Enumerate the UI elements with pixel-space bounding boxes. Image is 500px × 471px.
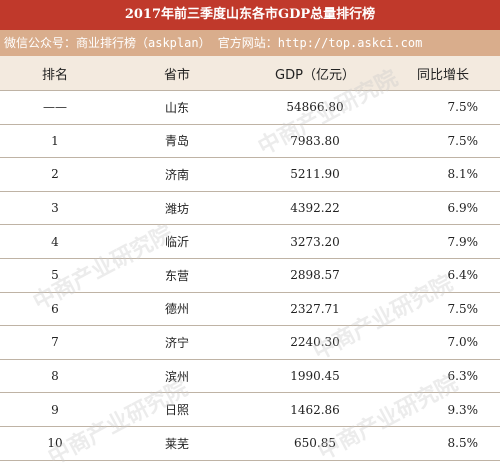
cell-city: 临沂 [164, 235, 189, 250]
cell-city: 莱芜 [164, 436, 189, 451]
cell-gdp: 2240.30 [290, 335, 340, 350]
table-body: —— 山东 54866.80 7.5% 1 青岛 7983.80 7.5% 2 … [0, 91, 500, 461]
cell-gdp: 3273.20 [290, 234, 340, 249]
cell-growth: 6.4% [447, 268, 479, 283]
cell-rank: 7 [51, 335, 59, 350]
cell-growth: 7.5% [447, 301, 479, 316]
cell-rank: 4 [51, 234, 59, 249]
cell-rank: 8 [51, 369, 59, 384]
table-subtitle: 微信公众号：商业排行榜（askplan） 官方网站：http://top.ask… [0, 30, 500, 56]
cell-gdp: 650.85 [294, 436, 336, 451]
cell-growth: 7.5% [447, 133, 479, 148]
cell-growth: 8.5% [447, 436, 479, 451]
cell-city: 德州 [164, 302, 189, 317]
table-row: 5 东营 2898.57 6.4% [0, 258, 500, 293]
cell-rank: 10 [47, 436, 63, 451]
cell-growth: 6.3% [447, 369, 479, 384]
cell-growth: 7.0% [447, 335, 479, 350]
cell-city: 日照 [164, 403, 189, 418]
table-title: 2017年前三季度山东各市GDP总量排行榜 [0, 0, 500, 30]
cell-growth: 8.1% [447, 167, 479, 182]
header-gdp: GDP（亿元） [275, 67, 355, 83]
cell-gdp: 5211.90 [290, 167, 340, 182]
table-row: 4 临沂 3273.20 7.9% [0, 225, 500, 259]
table-row: 8 滨州 1990.45 6.3% [0, 359, 500, 394]
table-row: 10 莱芜 650.85 8.5% [0, 426, 500, 461]
cell-gdp: 1462.86 [290, 402, 340, 417]
cell-gdp: 2327.71 [290, 301, 340, 316]
cell-growth: 7.5% [447, 100, 479, 115]
cell-gdp: 4392.22 [290, 201, 340, 216]
table-row: 3 潍坊 4392.22 6.9% [0, 191, 500, 226]
table-row: —— 山东 54866.80 7.5% [0, 91, 500, 125]
cell-city: 济宁 [164, 335, 189, 350]
cell-growth: 9.3% [447, 402, 479, 417]
cell-city: 潍坊 [164, 201, 189, 216]
cell-city: 山东 [164, 100, 189, 115]
header-rank: 排名 [41, 67, 68, 83]
cell-rank: —— [43, 100, 67, 115]
table-header-row: 排名 省市 GDP（亿元） 同比增长 [0, 56, 500, 91]
cell-city: 济南 [164, 167, 189, 182]
cell-city: 青岛 [164, 134, 189, 149]
cell-rank: 9 [51, 402, 59, 417]
cell-city: 滨州 [164, 369, 189, 384]
cell-rank: 2 [51, 167, 59, 182]
cell-growth: 7.9% [447, 234, 479, 249]
cell-gdp: 2898.57 [290, 268, 340, 283]
header-city: 省市 [163, 67, 190, 83]
header-growth: 同比增长 [416, 67, 469, 83]
table-row: 1 青岛 7983.80 7.5% [0, 124, 500, 159]
cell-city: 东营 [164, 268, 189, 283]
cell-rank: 5 [51, 268, 59, 283]
table-row: 9 日照 1462.86 9.3% [0, 393, 500, 427]
table-row: 6 德州 2327.71 7.5% [0, 292, 500, 327]
table-row: 2 济南 5211.90 8.1% [0, 158, 500, 192]
cell-rank: 1 [51, 133, 59, 148]
cell-gdp: 1990.45 [290, 369, 340, 384]
cell-gdp: 54866.80 [286, 100, 344, 115]
cell-gdp: 7983.80 [290, 133, 340, 148]
cell-rank: 6 [51, 301, 59, 316]
cell-growth: 6.9% [447, 201, 479, 216]
cell-rank: 3 [51, 201, 59, 216]
table-row: 7 济宁 2240.30 7.0% [0, 326, 500, 360]
